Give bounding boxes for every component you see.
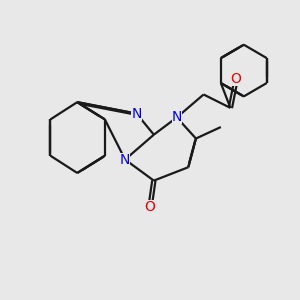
Text: N: N: [172, 110, 182, 124]
Text: O: O: [231, 72, 242, 86]
Text: N: N: [120, 153, 130, 166]
Text: N: N: [131, 106, 142, 121]
Text: O: O: [145, 200, 155, 214]
